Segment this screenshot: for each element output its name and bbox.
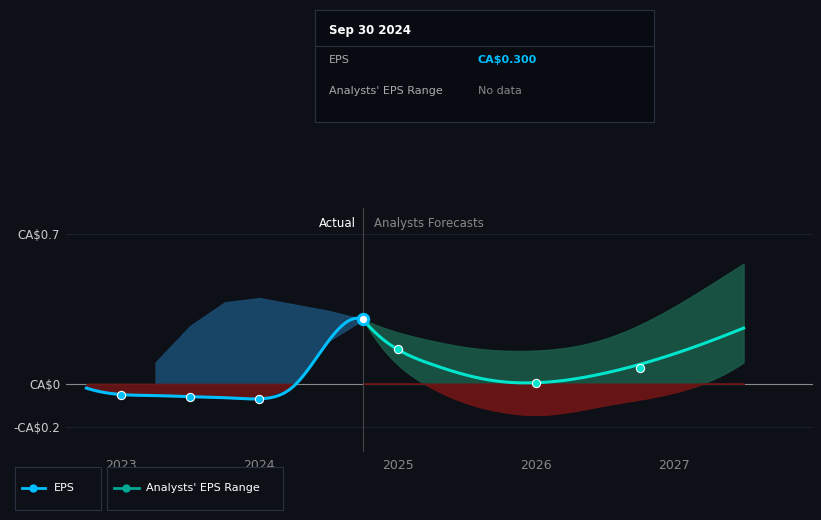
Point: [391, 345, 404, 354]
Text: EPS: EPS: [328, 55, 350, 65]
Text: Actual: Actual: [319, 216, 356, 229]
Point: [530, 379, 543, 387]
Text: Sep 30 2024: Sep 30 2024: [328, 24, 410, 37]
Text: Analysts Forecasts: Analysts Forecasts: [374, 216, 484, 229]
Text: Analysts' EPS Range: Analysts' EPS Range: [145, 483, 259, 493]
Text: EPS: EPS: [53, 483, 75, 493]
Point: [356, 315, 369, 323]
Point: [220, 290, 233, 298]
Point: [114, 391, 127, 399]
Text: No data: No data: [478, 86, 521, 96]
Text: CA$0.300: CA$0.300: [478, 55, 537, 65]
Point: [633, 363, 646, 372]
Point: [184, 393, 197, 401]
Text: Analysts' EPS Range: Analysts' EPS Range: [328, 86, 443, 96]
Point: [365, 290, 378, 298]
Point: [253, 395, 266, 403]
